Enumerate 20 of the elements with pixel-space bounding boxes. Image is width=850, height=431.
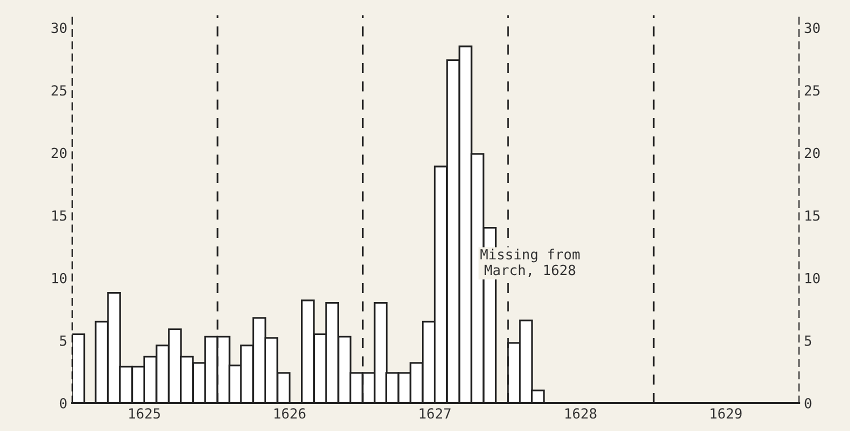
y2-tick-label: 30: [804, 22, 820, 34]
y-tick-label: 20: [52, 148, 66, 158]
annotation: Missing from March, 1628: [480, 248, 580, 277]
y-tick-label: 30: [52, 22, 66, 34]
y2-tick-label: 5: [804, 336, 812, 346]
y-tick-label: 15: [52, 210, 66, 221]
y2-tick-label: 20: [804, 148, 820, 158]
x-tick-label: 1626: [274, 408, 306, 419]
y-tick-label: 10: [52, 272, 66, 284]
y-tick-label: 25: [52, 85, 66, 96]
x-tick-label: 1625: [129, 408, 160, 419]
x-tick-label: 1627: [420, 408, 451, 419]
y-tick-label: 0: [60, 398, 66, 408]
y2-tick-label: 10: [806, 272, 820, 284]
y2-tick-label: 15: [806, 210, 820, 221]
x-tick-label: 1629: [710, 408, 742, 419]
y2-tick-label: 0: [804, 398, 812, 408]
y-tick-label: 5: [60, 336, 66, 346]
x-tick-label: 1628: [565, 408, 596, 419]
y2-tick-label: 25: [804, 85, 820, 96]
